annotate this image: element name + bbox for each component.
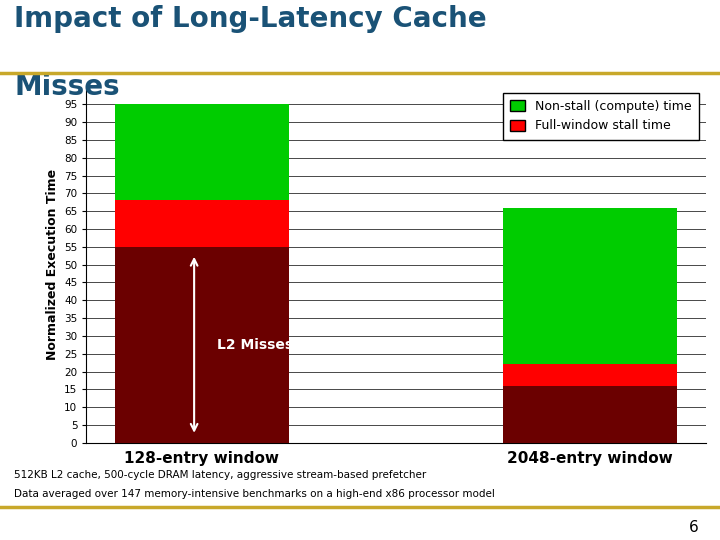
Legend: Non-stall (compute) time, Full-window stall time: Non-stall (compute) time, Full-window st…: [503, 93, 699, 140]
Text: Data averaged over 147 memory-intensive benchmarks on a high-end x86 processor m: Data averaged over 147 memory-intensive …: [14, 489, 495, 499]
Bar: [114, 104, 289, 200]
Bar: [114, 247, 289, 443]
Bar: [503, 364, 678, 386]
Text: Misses: Misses: [14, 73, 120, 101]
Text: 6: 6: [688, 519, 698, 535]
Bar: [503, 386, 678, 443]
Text: Impact of Long-Latency Cache: Impact of Long-Latency Cache: [14, 5, 487, 33]
Bar: [114, 200, 289, 247]
Y-axis label: Normalized Execution Time: Normalized Execution Time: [45, 169, 58, 360]
Bar: [503, 207, 678, 364]
Text: L2 Misses: L2 Misses: [217, 338, 294, 352]
Text: 512KB L2 cache, 500-cycle DRAM latency, aggressive stream-based prefetcher: 512KB L2 cache, 500-cycle DRAM latency, …: [14, 470, 427, 480]
